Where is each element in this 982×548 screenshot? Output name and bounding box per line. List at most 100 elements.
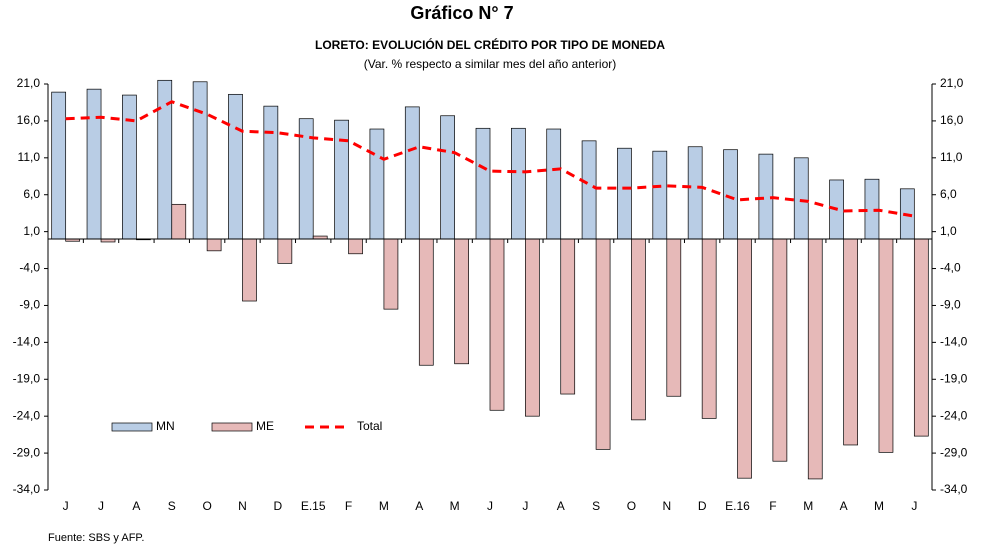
x-tick-label: M — [803, 499, 813, 513]
x-tick-label: S — [592, 499, 600, 513]
bar — [807, 238, 823, 480]
bar — [418, 238, 434, 366]
y2-tick-label: -34,0 — [940, 482, 968, 496]
bar — [843, 238, 858, 446]
bar — [192, 81, 208, 240]
bar — [171, 203, 187, 240]
y-tick-label: 16,0 — [17, 113, 41, 127]
bar — [772, 238, 788, 462]
bar — [666, 238, 682, 397]
bar — [525, 238, 540, 417]
bar — [51, 91, 67, 240]
bar — [404, 106, 420, 240]
legend-swatch — [111, 422, 153, 432]
legend-label: MN — [156, 419, 175, 433]
bar — [122, 94, 137, 240]
y-tick-label: -29,0 — [13, 445, 41, 459]
bar — [560, 238, 576, 395]
x-tick-label: E.15 — [301, 499, 326, 513]
x-tick-label: A — [415, 499, 423, 513]
bar — [86, 88, 102, 240]
y2-tick-label: -14,0 — [940, 335, 968, 349]
bar — [511, 127, 526, 240]
y2-tick-label: 11,0 — [940, 150, 963, 164]
bar — [454, 238, 469, 365]
x-tick-label: A — [132, 499, 140, 513]
y-tick-label: 11,0 — [18, 150, 41, 164]
chart-title: Gráfico N° 7 — [410, 3, 513, 23]
bar — [489, 238, 505, 411]
y2-tick-label: -9,0 — [940, 298, 961, 312]
x-tick-label: D — [274, 499, 283, 513]
x-tick-label: J — [911, 499, 917, 513]
bar — [334, 119, 349, 240]
bar — [617, 147, 632, 240]
x-tick-label: O — [202, 499, 211, 513]
legend-label: Total — [357, 419, 382, 433]
source-note: Fuente: SBS y AFP. — [48, 532, 144, 544]
bar — [440, 115, 455, 240]
y-tick-label: -19,0 — [13, 371, 41, 385]
chart-subtitle: (Var. % respecto a similar mes del año a… — [364, 57, 617, 71]
x-tick-label: N — [238, 499, 247, 513]
y2-tick-label: -29,0 — [940, 445, 968, 459]
bar — [737, 238, 752, 479]
line — [65, 100, 915, 218]
x-tick-label: D — [698, 499, 707, 513]
bar — [913, 238, 929, 437]
bar — [595, 238, 611, 450]
bar — [228, 93, 243, 240]
y-tick-label: 21,0 — [17, 76, 41, 90]
x-tick-label: O — [627, 499, 636, 513]
x-tick-label: M — [450, 499, 460, 513]
bar — [723, 149, 738, 240]
bar — [581, 140, 597, 240]
y2-tick-label: 1,0 — [940, 224, 957, 238]
y2-tick-label: -19,0 — [940, 371, 968, 385]
bar — [383, 238, 399, 310]
y2-tick-label: 6,0 — [940, 187, 957, 201]
x-tick-label: J — [63, 499, 69, 513]
x-tick-label: F — [769, 499, 776, 513]
y-tick-label: -14,0 — [13, 335, 41, 349]
bar — [475, 127, 491, 240]
bar — [206, 238, 222, 252]
bar — [369, 128, 385, 240]
y-tick-label: -34,0 — [13, 482, 41, 496]
y2-tick-label: -4,0 — [940, 261, 961, 275]
y-tick-label: -24,0 — [13, 408, 41, 422]
bar — [878, 238, 894, 453]
y-tick-label: -4,0 — [19, 261, 40, 275]
x-tick-label: N — [662, 499, 671, 513]
bar — [242, 238, 257, 302]
legend-label: ME — [256, 419, 274, 433]
x-tick-label: F — [345, 499, 352, 513]
bar — [687, 146, 703, 240]
bar — [348, 238, 363, 255]
bar — [631, 238, 646, 421]
x-tick-label: M — [874, 499, 884, 513]
bar — [546, 128, 562, 240]
chart-subtitle: LORETO: EVOLUCIÓN DEL CRÉDITO POR TIPO D… — [315, 37, 665, 52]
x-tick-label: J — [98, 499, 104, 513]
y2-tick-label: -24,0 — [940, 408, 968, 422]
x-tick-label: M — [379, 499, 389, 513]
x-tick-label: A — [840, 499, 848, 513]
x-tick-label: E.16 — [725, 499, 750, 513]
x-tick-label: J — [522, 499, 528, 513]
bar — [701, 238, 717, 419]
y-tick-label: -9,0 — [19, 298, 40, 312]
y-tick-label: 6,0 — [23, 187, 40, 201]
x-tick-label: J — [487, 499, 493, 513]
legend-swatch — [211, 422, 253, 432]
y2-tick-label: 21,0 — [940, 76, 964, 90]
x-tick-label: A — [557, 499, 565, 513]
y2-tick-label: 16,0 — [940, 113, 964, 127]
y-tick-label: 1,0 — [23, 224, 40, 238]
bar — [793, 157, 809, 240]
bar — [263, 105, 279, 240]
bar — [652, 150, 668, 240]
x-tick-label: S — [168, 499, 176, 513]
bar — [277, 238, 293, 264]
